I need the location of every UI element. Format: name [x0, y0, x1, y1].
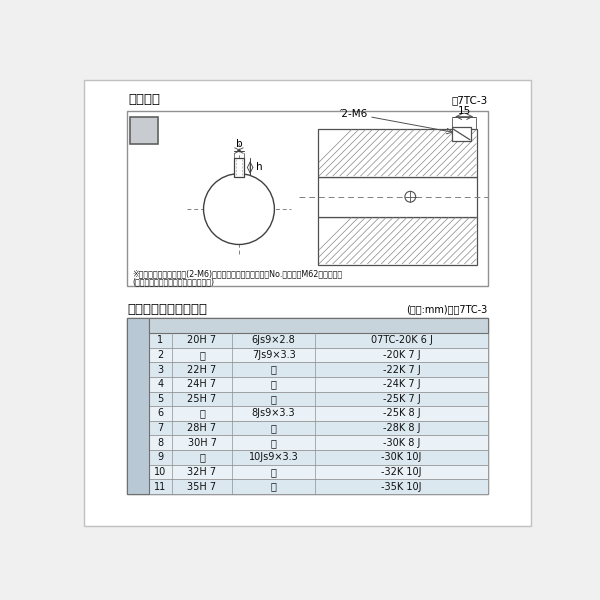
Text: -30K 8 J: -30K 8 J: [383, 438, 420, 448]
Bar: [149, 421, 488, 436]
Text: 24H 7: 24H 7: [187, 379, 217, 389]
Text: 11: 11: [154, 482, 167, 491]
Bar: [149, 436, 488, 450]
Text: 32H 7: 32H 7: [187, 467, 217, 477]
Text: 2: 2: [157, 350, 164, 360]
Bar: [149, 347, 488, 362]
Text: 3: 3: [157, 365, 163, 374]
Text: 7Js9×3.3: 7Js9×3.3: [252, 350, 295, 360]
Text: h: h: [256, 163, 263, 172]
Bar: [452, 127, 471, 140]
Text: 10Js9×3.3: 10Js9×3.3: [249, 452, 298, 463]
Bar: [149, 362, 488, 377]
Bar: [149, 450, 488, 464]
Text: 軸稴形状コード一覧表: 軸稴形状コード一覧表: [127, 302, 208, 316]
Bar: [149, 464, 488, 479]
Text: 6Js9×2.8: 6Js9×2.8: [252, 335, 295, 346]
Text: 07TC-20K 6 J: 07TC-20K 6 J: [371, 335, 433, 346]
Bar: [318, 217, 477, 265]
Bar: [234, 158, 244, 177]
Text: 〃: 〃: [199, 409, 205, 418]
Text: -28K 8 J: -28K 8 J: [383, 423, 420, 433]
Text: ※セットボルト用タップ(2-M6)が必要な場合は右記コードNo.の末尾にM62を付ける。: ※セットボルト用タップ(2-M6)が必要な場合は右記コードNo.の末尾にM62を…: [132, 269, 342, 278]
Circle shape: [405, 191, 416, 202]
Text: 7: 7: [157, 423, 164, 433]
Text: 〃: 〃: [199, 452, 205, 463]
Text: 〃: 〃: [271, 379, 277, 389]
Text: 〃: 〃: [199, 350, 205, 360]
Text: 8: 8: [157, 438, 163, 448]
Bar: [149, 377, 488, 392]
Text: 〃: 〃: [271, 438, 277, 448]
Text: 9: 9: [157, 452, 163, 463]
Text: b×h: b×h: [263, 321, 284, 331]
Text: 〃: 〃: [271, 394, 277, 404]
Bar: [130, 116, 158, 145]
Text: 囷7TC-3: 囷7TC-3: [451, 95, 488, 105]
Text: 5: 5: [157, 394, 164, 404]
Bar: [127, 319, 488, 494]
Bar: [127, 110, 488, 286]
Text: No.: No.: [152, 321, 169, 331]
Text: 軸稴形状: 軸稴形状: [129, 93, 161, 106]
Bar: [127, 319, 149, 494]
Text: -35K 10J: -35K 10J: [381, 482, 422, 491]
Text: -25K 8 J: -25K 8 J: [383, 409, 420, 418]
Bar: [149, 319, 488, 333]
Bar: [149, 333, 488, 347]
Text: 8Js9×3.3: 8Js9×3.3: [252, 409, 295, 418]
Text: 30H 7: 30H 7: [188, 438, 217, 448]
Bar: [149, 406, 488, 421]
Text: 20H 7: 20H 7: [187, 335, 217, 346]
Text: 4: 4: [157, 379, 163, 389]
Text: -30K 10J: -30K 10J: [381, 452, 422, 463]
Text: -32K 10J: -32K 10J: [381, 467, 422, 477]
Text: 〃: 〃: [271, 365, 277, 374]
Text: 25H 7: 25H 7: [187, 394, 217, 404]
Text: 〃: 〃: [271, 467, 277, 477]
Bar: [318, 129, 477, 177]
Text: 10: 10: [154, 467, 167, 477]
Text: 1: 1: [157, 335, 163, 346]
Text: -24K 7 J: -24K 7 J: [383, 379, 420, 389]
Text: (セットボルトは付属されています。): (セットボルトは付属されています。): [132, 277, 214, 286]
Text: B: B: [135, 118, 153, 142]
Text: -20K 7 J: -20K 7 J: [383, 350, 420, 360]
Bar: [318, 177, 477, 217]
Text: 35H 7: 35H 7: [187, 482, 217, 491]
Bar: [149, 392, 488, 406]
Text: φd: φd: [236, 213, 250, 223]
Bar: [149, 479, 488, 494]
Text: 22H 7: 22H 7: [187, 365, 217, 374]
Text: -25K 7 J: -25K 7 J: [383, 394, 421, 404]
Text: -22K 7 J: -22K 7 J: [383, 365, 421, 374]
Text: b: b: [236, 139, 242, 149]
Text: 〃: 〃: [271, 482, 277, 491]
Text: (単位:mm)　表7TC-3: (単位:mm) 表7TC-3: [406, 304, 488, 314]
Text: 15: 15: [458, 106, 471, 115]
Text: B: B: [133, 406, 143, 421]
Text: ′2-M6: ′2-M6: [340, 109, 368, 119]
Text: φd: φd: [195, 321, 209, 331]
Circle shape: [203, 173, 274, 244]
Text: 28H 7: 28H 7: [187, 423, 217, 433]
Text: 6: 6: [157, 409, 163, 418]
Text: コード No.: コード No.: [382, 321, 421, 331]
Text: 〃: 〃: [271, 423, 277, 433]
